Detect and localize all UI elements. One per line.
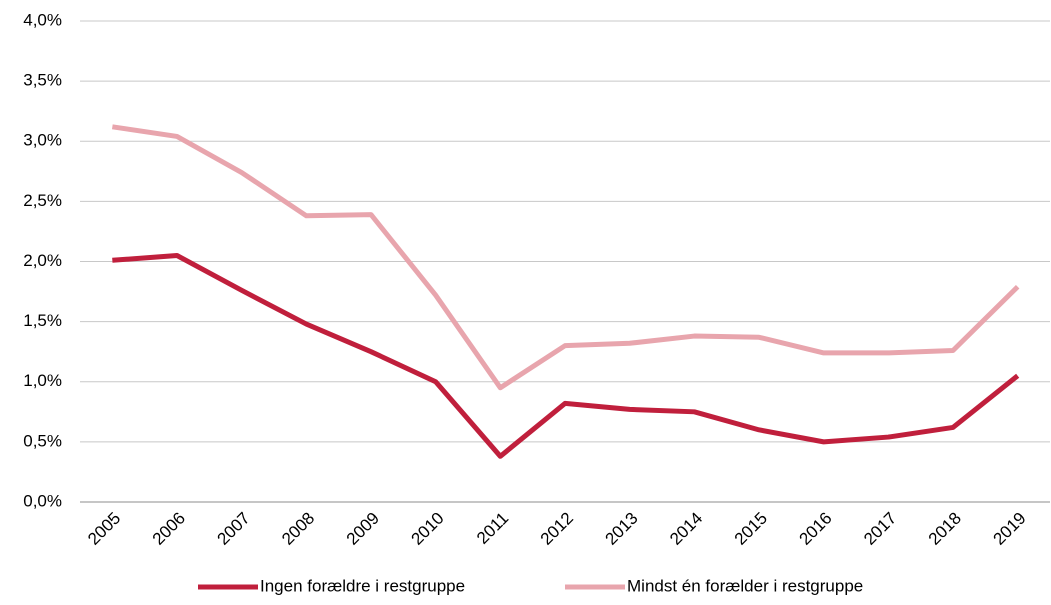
- x-tick-label: 2016: [795, 509, 835, 549]
- legend-label: Mindst én forælder i restgruppe: [627, 576, 863, 595]
- line-series: [112, 252, 1020, 459]
- y-tick-label: 4,0%: [23, 10, 62, 29]
- y-tick-label: 1,5%: [23, 311, 62, 330]
- x-tick-label: 2019: [989, 509, 1029, 549]
- x-tick-label: 2010: [407, 509, 447, 549]
- line-series: [111, 124, 1020, 391]
- x-tick-label: 2015: [731, 509, 771, 549]
- x-tick-label: 2014: [666, 509, 706, 549]
- x-tick-label: 2011: [473, 509, 512, 548]
- y-tick-label: 0,0%: [23, 491, 62, 510]
- y-tick-label: 2,5%: [23, 191, 62, 210]
- y-tick-label: 2,0%: [23, 251, 62, 270]
- y-tick-label: 0,5%: [23, 431, 62, 450]
- x-tick-label: 2005: [84, 509, 124, 549]
- x-tick-label: 2006: [149, 509, 189, 549]
- x-tick-label: 2007: [213, 509, 253, 549]
- x-tick-label: 2009: [343, 509, 383, 549]
- x-tick-label: 2018: [925, 509, 965, 549]
- y-tick-label: 1,0%: [23, 371, 62, 390]
- legend-label: Ingen forældre i restgruppe: [260, 576, 465, 595]
- y-tick-label: 3,5%: [23, 71, 62, 90]
- x-tick-label: 2012: [537, 509, 577, 549]
- x-tick-label: 2008: [278, 509, 318, 549]
- x-tick-label: 2017: [860, 509, 900, 549]
- y-tick-label: 3,0%: [23, 131, 62, 150]
- x-tick-label: 2013: [601, 509, 641, 549]
